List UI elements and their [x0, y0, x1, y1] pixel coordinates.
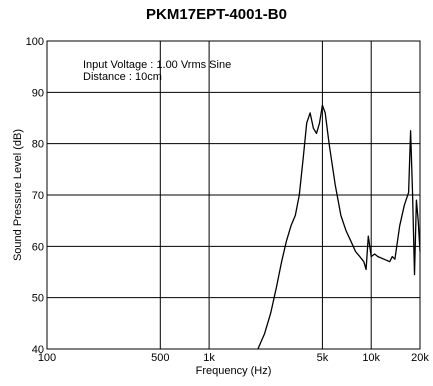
grid-lines	[46, 40, 421, 350]
y-tick-label: 90	[32, 87, 44, 99]
y-tick-label: 50	[32, 293, 44, 305]
y-tick-label: 60	[32, 241, 44, 253]
x-tick-label: 1k	[203, 352, 215, 364]
y-tick-label: 40	[32, 344, 44, 356]
series-line	[257, 104, 421, 350]
annotation-text: Input Voltage : 1.00 Vrms Sine	[83, 59, 231, 71]
chart-title: PKM17EPT-4001-B0	[146, 6, 287, 23]
series-layer	[257, 104, 421, 350]
x-tick-label: 500	[151, 352, 169, 364]
y-tick-label: 80	[32, 139, 44, 151]
y-tick-label: 100	[26, 36, 44, 48]
x-tick-label: 20k	[411, 352, 429, 364]
x-tick-label: 100	[38, 352, 56, 364]
annotation-text: Distance : 10cm	[83, 71, 162, 83]
y-axis-label: Sound Pressure Level (dB)	[12, 129, 24, 261]
x-tick-label: 5k	[317, 352, 329, 364]
x-axis-label: Frequency (Hz)	[196, 365, 272, 377]
x-tick-label: 10k	[362, 352, 380, 364]
y-tick-labels: 40 50 60 70 80 90 100	[26, 36, 44, 356]
x-tick-labels: 100 500 1k 5k 10k 20k	[38, 352, 430, 364]
plot-frame	[46, 40, 421, 350]
y-tick-label: 70	[32, 190, 44, 202]
